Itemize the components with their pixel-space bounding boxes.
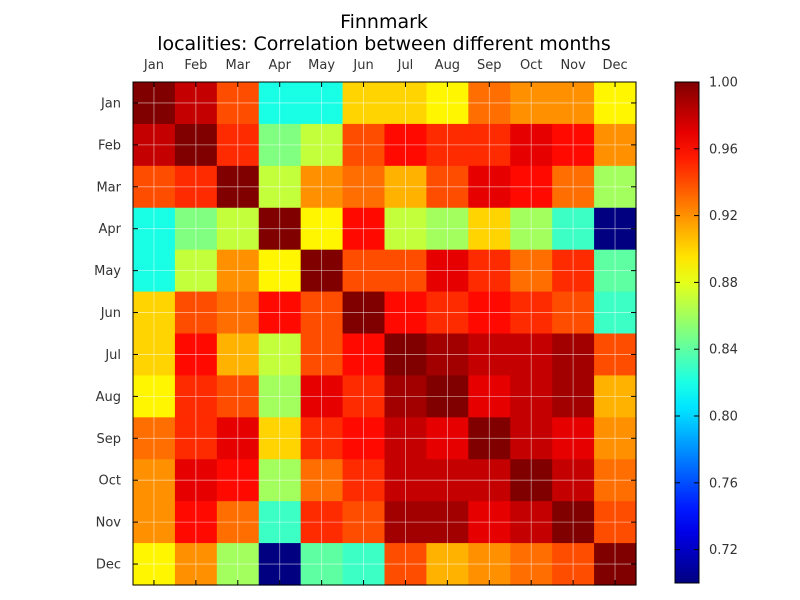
x-tick-label-oct: Oct: [520, 58, 542, 73]
colorbar-gradient: [675, 82, 699, 583]
chart-subtitle: localities: Correlation between differen…: [157, 33, 611, 55]
x-tick-label-dec: Dec: [602, 58, 627, 73]
y-tick-label-jul: Jul: [104, 348, 121, 363]
y-tick-label-mar: Mar: [96, 180, 121, 195]
y-tick-label-oct: Oct: [99, 474, 121, 489]
chart-title: Finnmark: [340, 11, 428, 33]
colorbar-ticks: 0.72 0.76 0.80 0.84 0.88 0.92 0.96 1.00: [675, 76, 738, 558]
x-tick-label-aug: Aug: [435, 58, 460, 73]
colorbar-tick-label: 0.96: [709, 142, 738, 157]
colorbar-tick-label: 0.80: [709, 410, 738, 425]
heatmap-cells: [133, 82, 637, 586]
colorbar-tick-label: 0.72: [709, 543, 738, 558]
colorbar-tick-label: 0.76: [709, 476, 738, 491]
x-tick-label-jun: Jun: [352, 58, 373, 73]
y-tick-label-may: May: [94, 264, 121, 279]
y-tick-label-jan: Jan: [100, 96, 121, 111]
x-tick-label-feb: Feb: [184, 58, 207, 73]
x-tick-label-mar: Mar: [226, 58, 251, 73]
x-tick-label-nov: Nov: [560, 58, 586, 73]
x-tick-label-jan: Jan: [143, 58, 164, 73]
heatmap-grid: [133, 82, 636, 585]
colorbar-tick-label: 0.88: [709, 276, 738, 291]
y-tick-label-nov: Nov: [96, 516, 122, 531]
y-tick-label-aug: Aug: [96, 390, 121, 405]
colorbar-tick-label: 0.92: [709, 209, 738, 224]
y-tick-label-feb: Feb: [98, 138, 121, 153]
x-tick-label-apr: Apr: [268, 58, 291, 73]
colorbar-tick-label: 1.00: [709, 76, 738, 91]
x-tick-label-sep: Sep: [477, 58, 502, 73]
y-tick-label-dec: Dec: [96, 558, 121, 573]
plot-frame: [132, 81, 637, 586]
y-tick-label-jun: Jun: [100, 306, 121, 321]
axis-ticks: Jan Feb Mar Apr May Jun Jul Aug Sep Oct Nov Dec Jan F…: [94, 58, 636, 585]
colorbar: 0.72 0.76 0.80 0.84 0.88 0.92 0.96 1.00: [674, 76, 738, 584]
y-tick-label-sep: Sep: [96, 432, 121, 447]
y-tick-label-apr: Apr: [99, 222, 122, 237]
x-tick-label-jul: Jul: [397, 58, 414, 73]
colorbar-tick-label: 0.84: [709, 343, 738, 358]
x-tick-label-may: May: [308, 58, 335, 73]
colorbar-frame: [674, 81, 700, 584]
